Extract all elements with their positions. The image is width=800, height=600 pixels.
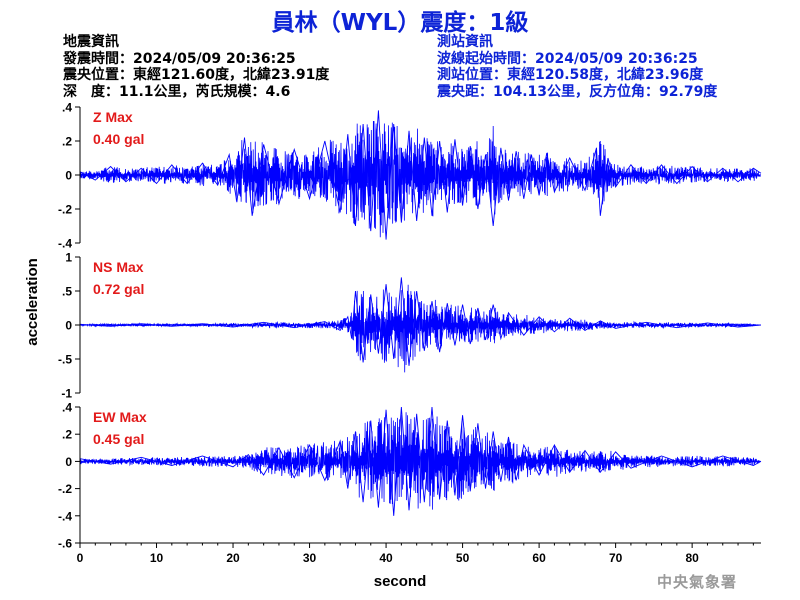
agency-watermark: 中央氣象署 [657, 573, 738, 591]
y-tick-label-ew: 0 [65, 455, 72, 469]
y-axis-label: acceleration [24, 258, 41, 346]
epicentral-distance: 震央距：104.13公里，反方位角：92.79度 [437, 83, 718, 100]
waveform-z [79, 121, 761, 238]
y-tick-label-ns: -1 [61, 387, 72, 401]
y-tick-label-ns: 0 [65, 319, 72, 333]
x-tick-label: 0 [77, 551, 84, 565]
max-value-z: 0.40 gal [93, 131, 144, 147]
x-tick-label: 10 [150, 551, 164, 565]
x-tick-label: 40 [379, 551, 393, 565]
x-tick-label: 80 [685, 551, 699, 565]
y-tick-label-ew: -.4 [58, 509, 72, 523]
y-tick-label-z: -.2 [58, 203, 72, 217]
max-value-ns: 0.72 gal [93, 281, 144, 297]
x-tick-label: 60 [532, 551, 546, 565]
x-tick-label: 30 [303, 551, 317, 565]
y-tick-label-ew: -.2 [58, 482, 72, 496]
waveform-peaks-z [79, 110, 762, 240]
epicenter-location: 震央位置：東經121.60度，北緯23.91度 [63, 67, 330, 83]
station-info: 測站資訊 波線起始時間：2024/05/09 20:36:25 測站位置：東經1… [437, 34, 717, 100]
y-tick-label-ns: -.5 [58, 353, 72, 367]
wave-start-time: 波線起始時間：2024/05/09 20:36:25 [437, 50, 698, 67]
x-tick-label: 70 [609, 551, 623, 565]
max-label-z: Z Max [93, 109, 133, 125]
station-info-heading: 測站資訊 [437, 34, 493, 50]
y-tick-label-ns: 1 [65, 251, 72, 265]
x-tick-label: 20 [226, 551, 240, 565]
max-label-ns: NS Max [93, 259, 144, 275]
y-tick-label-ew: .2 [62, 428, 72, 442]
waveform-peaks-ew [79, 406, 762, 516]
earthquake-info-heading: 地震資訊 [63, 34, 119, 50]
chart-title: 員林（WYL）震度：1級 [271, 10, 529, 36]
depth-magnitude: 深 度：11.1公里，芮氏規模：4.6 [63, 83, 291, 100]
waveform-ns [79, 284, 761, 373]
y-tick-label-z: 0 [65, 169, 72, 183]
y-tick-label-z: .4 [62, 101, 72, 115]
waveform-peaks-ns [79, 277, 762, 366]
y-tick-label-ns: .5 [62, 285, 72, 299]
origin-time: 發震時間：2024/05/09 20:36:25 [63, 50, 296, 67]
max-label-ew: EW Max [93, 409, 147, 425]
x-tick-label: 50 [456, 551, 470, 565]
earthquake-info: 地震資訊 發震時間：2024/05/09 20:36:25 震央位置：東經121… [63, 34, 329, 100]
x-axis-label: second [374, 573, 427, 590]
y-tick-label-z: .2 [62, 135, 72, 149]
waveform-ew [79, 412, 761, 510]
y-tick-label-ew: -.6 [58, 537, 72, 551]
y-tick-label-z: -.4 [58, 237, 72, 251]
station-location: 測站位置：東經120.58度，北緯23.96度 [437, 67, 704, 83]
y-tick-label-ew: .4 [62, 401, 72, 415]
max-value-ew: 0.45 gal [93, 431, 144, 447]
